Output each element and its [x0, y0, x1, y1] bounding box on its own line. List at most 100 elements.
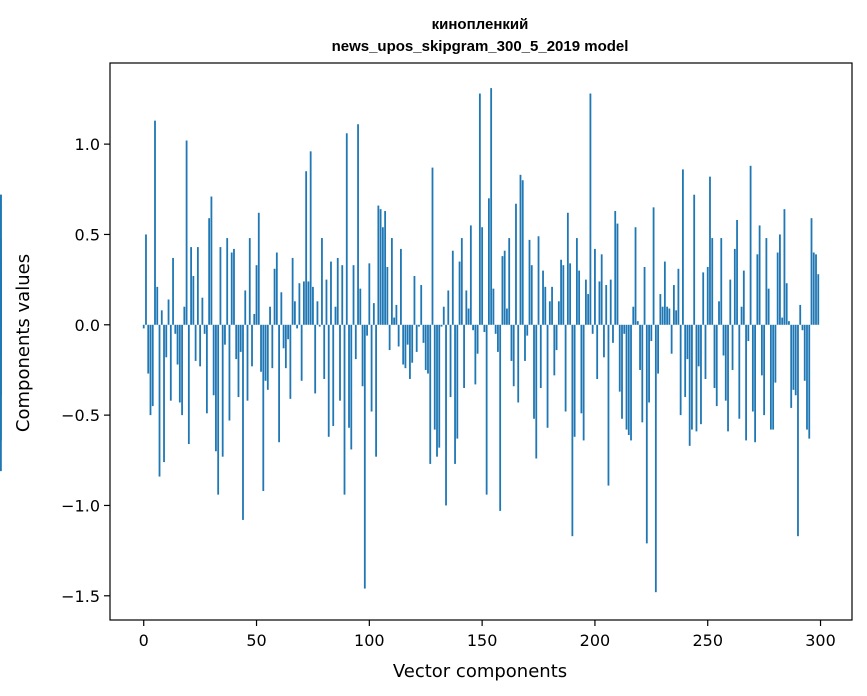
bar-134 — [445, 324, 447, 506]
bar-236 — [675, 310, 678, 325]
bar-226 — [652, 207, 655, 325]
bar-72 — [305, 171, 308, 325]
bar-183 — [555, 324, 558, 351]
bar-199 — [591, 324, 594, 334]
bar-29 — [208, 218, 211, 325]
bar-264 — [738, 324, 741, 419]
y-tick-label: −1.0 — [61, 496, 100, 515]
bar-257 — [722, 324, 725, 356]
bar-100 — [368, 263, 371, 325]
bar-122 — [418, 324, 420, 327]
bar-296 — [810, 218, 813, 325]
bar-140 — [458, 261, 461, 325]
bar-201 — [596, 324, 599, 379]
bar-8 — [160, 310, 163, 325]
bar-285 — [785, 283, 788, 325]
bar-26 — [201, 297, 204, 325]
bar-19 — [185, 140, 188, 325]
bar-142 — [463, 324, 465, 389]
bar-253 — [713, 324, 716, 389]
bar-93 — [352, 265, 355, 325]
bar-276 — [765, 238, 768, 325]
bar-117 — [406, 324, 409, 345]
bar-246 — [697, 324, 700, 367]
bar-77 — [316, 301, 319, 325]
bar-263 — [736, 220, 738, 325]
bar-90 — [345, 133, 348, 325]
bar-116 — [404, 324, 407, 369]
bar-12 — [169, 324, 172, 401]
bar-229 — [659, 294, 662, 325]
bar-208 — [612, 324, 614, 343]
bar-126 — [427, 324, 429, 374]
bar-39 — [230, 252, 233, 325]
bar-187 — [564, 324, 567, 412]
bar-182 — [553, 324, 556, 376]
bar-274 — [760, 324, 763, 376]
bar-50 — [255, 265, 258, 325]
bar-262 — [733, 248, 736, 325]
bar-279 — [772, 324, 775, 430]
bar-283 — [781, 317, 784, 325]
bar-65 — [289, 324, 292, 399]
bar-89 — [343, 324, 346, 495]
bar-210 — [616, 223, 619, 325]
bar-269 — [749, 165, 752, 325]
bar-104 — [377, 205, 380, 325]
bar-51 — [257, 212, 260, 325]
bar-223 — [645, 324, 648, 544]
bar-280 — [774, 324, 777, 383]
bar-6 — [156, 286, 159, 325]
bar-133 — [442, 306, 445, 325]
bar-147 — [474, 324, 477, 385]
bar-31 — [212, 324, 215, 396]
bar-109 — [388, 324, 391, 351]
bar-32 — [215, 324, 217, 452]
bar-297 — [812, 252, 815, 325]
bar-220 — [639, 324, 641, 370]
bar-115 — [402, 324, 405, 365]
bar-44 — [242, 324, 244, 520]
bar-191 — [573, 324, 576, 437]
bar-298 — [815, 254, 817, 325]
bar-52 — [260, 324, 262, 372]
bar-175 — [537, 236, 540, 325]
plot-frame — [109, 62, 853, 621]
bar-211 — [618, 324, 621, 392]
bar-228 — [657, 324, 659, 374]
bar-174 — [535, 324, 538, 459]
bar-55 — [266, 324, 269, 390]
bar-136 — [449, 324, 452, 398]
bar-205 — [605, 285, 608, 325]
bar-148 — [476, 324, 479, 354]
bar-212 — [621, 324, 623, 419]
bar-206 — [607, 324, 610, 486]
bar-129 — [433, 324, 436, 430]
bar-265 — [740, 306, 743, 325]
bar-159 — [501, 256, 504, 325]
bar-189 — [569, 263, 572, 325]
bar-22 — [192, 276, 195, 325]
bar-232 — [666, 306, 669, 325]
bar-267 — [745, 324, 747, 441]
y-axis-ticks: 1.0 0.5 0.0 −0.5 −1.0 −1.5 — [61, 135, 110, 606]
bar-286 — [788, 321, 790, 325]
bar-128 — [431, 167, 434, 325]
bar-278 — [769, 324, 772, 430]
bar-163 — [510, 324, 513, 361]
bar-123 — [420, 285, 423, 325]
bar-164 — [512, 324, 515, 387]
bar-119 — [411, 324, 414, 363]
bar-266 — [742, 270, 745, 325]
bar-270 — [751, 324, 754, 412]
bar-150 — [481, 227, 484, 325]
bar-178 — [544, 286, 547, 325]
chart-title-line-1: кинопленкий — [432, 16, 529, 33]
bar-294 — [806, 324, 808, 430]
bar-111 — [393, 317, 396, 325]
bar-243 — [691, 324, 693, 430]
bar-94 — [354, 324, 357, 360]
bar-70 — [300, 324, 303, 381]
bar-247 — [700, 324, 702, 425]
